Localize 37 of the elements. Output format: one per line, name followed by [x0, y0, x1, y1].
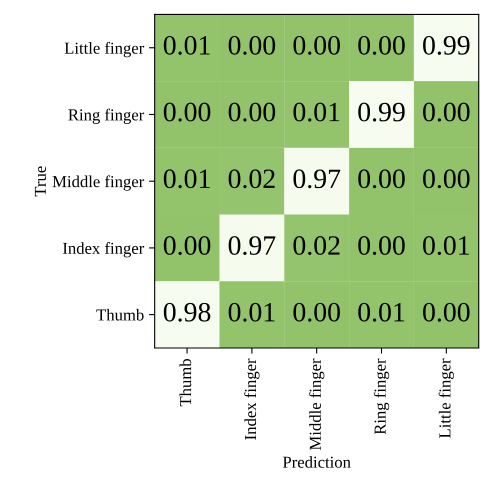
y-tick-label: Little finger: [64, 42, 144, 58]
data-label: 0.01: [228, 302, 275, 322]
x-tick-label: Middle finger: [309, 358, 324, 450]
y-tick-label: Middle finger: [52, 175, 144, 191]
data-label: 0.00: [423, 102, 470, 122]
y-tick-label: Ring finger: [68, 108, 144, 124]
data-label: 0.00: [423, 169, 470, 188]
x-tick-label: Little finger: [438, 358, 454, 438]
data-label: 0.99: [358, 102, 405, 122]
data-label: 0.00: [358, 236, 405, 255]
data-label: 0.97: [228, 236, 276, 255]
y-tick-label: Index finger: [62, 242, 144, 258]
y-tick-label: Thumb: [96, 308, 144, 321]
data-label: 0.00: [164, 236, 210, 255]
data-label: 0.00: [293, 36, 340, 55]
data-label: 0.99: [423, 36, 470, 55]
data-label: 0.02: [228, 169, 275, 188]
x-tick-label: Ring finger: [374, 358, 390, 434]
data-label: 0.01: [164, 169, 210, 188]
data-label: 0.00: [228, 36, 276, 55]
y-axis-title: True: [34, 166, 46, 196]
data-label: 0.00: [358, 169, 405, 188]
data-label: 0.00: [358, 36, 405, 55]
data-label: 0.01: [358, 302, 404, 322]
data-label: 0.00: [293, 302, 340, 322]
data-label: 0.02: [293, 236, 340, 255]
x-axis-title: Prediction: [282, 456, 351, 468]
data-label: 0.01: [293, 102, 340, 122]
x-tick-label: Thumb: [180, 359, 192, 406]
data-label: 0.00: [164, 102, 210, 122]
data-label: 0.98: [164, 302, 210, 322]
data-label: 0.01: [423, 236, 469, 255]
data-label: 0.00: [423, 302, 470, 322]
data-label: 0.01: [164, 36, 210, 55]
x-tick-label: Index finger: [244, 358, 260, 440]
data-label: 0.97: [293, 169, 340, 188]
data-label: 0.00: [228, 102, 276, 122]
